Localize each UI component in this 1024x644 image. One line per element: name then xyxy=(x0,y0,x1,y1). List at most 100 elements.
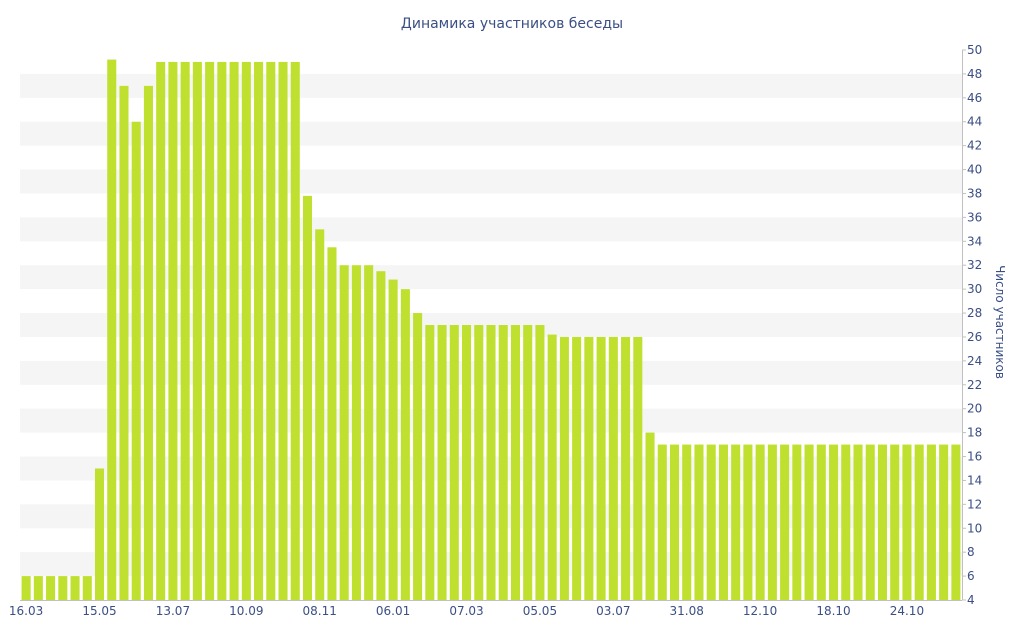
y-tick-label: 20 xyxy=(967,402,982,416)
y-axis-ticks: 4681012141618202224262830323436384042444… xyxy=(962,43,982,607)
bar xyxy=(694,444,704,600)
y-tick-label: 42 xyxy=(967,139,982,153)
y-tick-label: 14 xyxy=(967,473,982,487)
x-tick-label: 24.10 xyxy=(890,604,924,618)
y-tick-label: 38 xyxy=(967,187,982,201)
bar xyxy=(413,313,423,600)
bar xyxy=(400,289,410,600)
x-tick-label: 13.07 xyxy=(156,604,190,618)
bar xyxy=(302,195,313,600)
x-tick-label: 18.10 xyxy=(816,604,850,618)
bar xyxy=(926,444,936,600)
bar xyxy=(682,444,692,600)
y-tick-label: 32 xyxy=(967,258,982,272)
x-tick-label: 06.01 xyxy=(376,604,410,618)
bar xyxy=(33,576,43,600)
bar xyxy=(449,325,459,600)
x-tick-label: 10.09 xyxy=(229,604,263,618)
y-tick-label: 26 xyxy=(967,330,982,344)
bar xyxy=(510,325,520,600)
bar xyxy=(853,444,863,600)
x-axis-ticks: 16.03 15.05 13.07 10.09 08.11 06.01 07.03 05.05… xyxy=(9,600,962,618)
y-tick-label: 16 xyxy=(967,450,982,464)
bar xyxy=(877,444,887,600)
bar xyxy=(327,247,337,600)
bar xyxy=(143,85,153,601)
bar xyxy=(119,85,129,601)
bar xyxy=(572,336,582,600)
bar xyxy=(168,61,178,600)
bar xyxy=(278,61,288,600)
y-tick-label: 28 xyxy=(967,306,982,320)
x-tick-label: 07.03 xyxy=(449,604,483,618)
bar xyxy=(131,121,141,601)
y-tick-label: 30 xyxy=(967,282,982,296)
bar xyxy=(21,576,31,600)
bar xyxy=(621,336,631,600)
bar xyxy=(82,576,92,600)
bar xyxy=(608,336,618,600)
bar xyxy=(890,444,900,600)
y-tick-label: 44 xyxy=(967,115,982,129)
bar xyxy=(523,325,533,600)
x-tick-label: 08.11 xyxy=(303,604,337,618)
bar xyxy=(156,61,166,600)
bar xyxy=(46,576,56,600)
bar xyxy=(364,265,374,600)
y-tick-label: 46 xyxy=(967,91,982,105)
bar xyxy=(437,325,447,600)
y-tick-label: 34 xyxy=(967,234,982,248)
x-tick-label: 05.05 xyxy=(523,604,557,618)
bar xyxy=(706,444,716,600)
y-axis-title: Число участников xyxy=(993,265,1007,379)
bar xyxy=(645,432,655,600)
bar xyxy=(474,325,484,600)
bar xyxy=(914,444,924,600)
y-tick-label: 6 xyxy=(967,569,975,583)
bar xyxy=(792,444,802,600)
x-tick-label: 31.08 xyxy=(670,604,704,618)
bar xyxy=(731,444,741,600)
chart-title: Динамика участников беседы xyxy=(401,16,623,32)
bar-series xyxy=(21,59,961,601)
bar xyxy=(767,444,777,600)
x-tick-label: 15.05 xyxy=(82,604,116,618)
bar xyxy=(547,334,557,600)
bar xyxy=(315,229,325,600)
bar xyxy=(498,325,508,600)
bar xyxy=(254,61,264,600)
y-tick-label: 12 xyxy=(967,497,982,511)
bar xyxy=(535,325,545,600)
bar xyxy=(351,265,361,600)
bar xyxy=(755,444,765,600)
bar xyxy=(743,444,753,600)
bar xyxy=(718,444,728,600)
bar xyxy=(290,61,300,600)
bar xyxy=(229,61,239,600)
bar xyxy=(584,336,594,600)
bar xyxy=(865,444,875,600)
y-tick-label: 24 xyxy=(967,354,982,368)
y-tick-label: 40 xyxy=(967,163,982,177)
bar xyxy=(425,325,435,600)
bar xyxy=(217,61,227,600)
bar xyxy=(192,61,202,600)
bar xyxy=(780,444,790,600)
x-tick-label: 16.03 xyxy=(9,604,43,618)
bar xyxy=(951,444,961,600)
y-tick-label: 8 xyxy=(967,545,975,559)
bar xyxy=(180,61,190,600)
bar xyxy=(633,336,643,600)
x-tick-label: 03.07 xyxy=(596,604,630,618)
bar xyxy=(559,336,569,600)
bar xyxy=(107,59,117,600)
bar xyxy=(939,444,949,600)
bar xyxy=(376,271,386,600)
bar xyxy=(669,444,680,600)
bar xyxy=(841,444,851,600)
bar xyxy=(902,444,912,600)
y-tick-label: 50 xyxy=(967,43,982,57)
y-tick-label: 36 xyxy=(967,210,982,224)
